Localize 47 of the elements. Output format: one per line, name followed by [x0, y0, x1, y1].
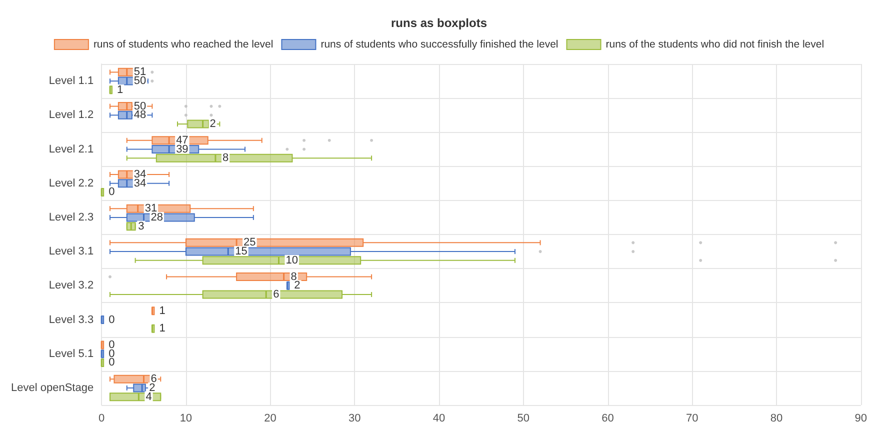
y-tick-label: Level 2.2	[48, 177, 94, 190]
legend-label: runs of the students who did not finish the level	[606, 38, 824, 50]
text: 2	[149, 382, 156, 394]
text: 25	[244, 236, 256, 249]
text: 39	[176, 143, 188, 156]
text: 47	[176, 134, 188, 146]
y-tick-label: Level 2.3	[48, 211, 94, 224]
chart-title: runs as boxplots	[390, 16, 488, 30]
x-tick-label: 60	[602, 412, 614, 424]
text: 0	[108, 356, 115, 369]
x-tick-label: 30	[348, 412, 361, 424]
y-tick-label: Level openStage	[10, 382, 94, 394]
text: 28	[150, 211, 164, 224]
text: 2	[294, 280, 300, 292]
y-tick-label: Level 5.1	[48, 348, 94, 360]
text: 6	[273, 288, 280, 301]
x-tick-label: 20	[264, 412, 276, 424]
text: 1	[159, 304, 166, 317]
x-tick-label: 10	[180, 412, 192, 424]
text: 15	[235, 246, 248, 258]
text: 3	[138, 220, 144, 232]
text: 0	[108, 338, 115, 351]
text: 48	[134, 109, 146, 122]
x-tick-label: 90	[854, 412, 868, 424]
text: 2	[210, 118, 216, 130]
x-tick-label: 80	[770, 412, 783, 424]
y-tick-label: Level 2.1	[48, 143, 94, 156]
y-tick-label: Level 3.1	[48, 246, 94, 258]
y-tick-label: Level 1.2	[48, 109, 94, 122]
x-tick-label: 40	[432, 412, 446, 424]
text: 8	[222, 152, 229, 164]
x-tick-label: 0	[98, 412, 105, 424]
x-tick-label: 70	[686, 412, 698, 424]
text: 10	[286, 254, 298, 266]
text: 0	[108, 186, 115, 198]
y-tick-label: Level 3.3	[48, 314, 94, 326]
legend-label: runs of students who reached the level	[93, 38, 274, 50]
x-tick-label: 50	[517, 412, 530, 424]
text: 1	[117, 84, 124, 96]
text: 4	[146, 390, 152, 403]
text: 34	[134, 177, 146, 190]
legend-label: runs of students who successfully finished the level	[320, 38, 558, 50]
y-tick-label: Level 1.1	[48, 75, 94, 88]
text: 0	[108, 314, 115, 326]
y-tick-label: Level 3.2	[48, 280, 94, 292]
text: 1	[159, 322, 166, 335]
text: 50	[134, 75, 146, 88]
